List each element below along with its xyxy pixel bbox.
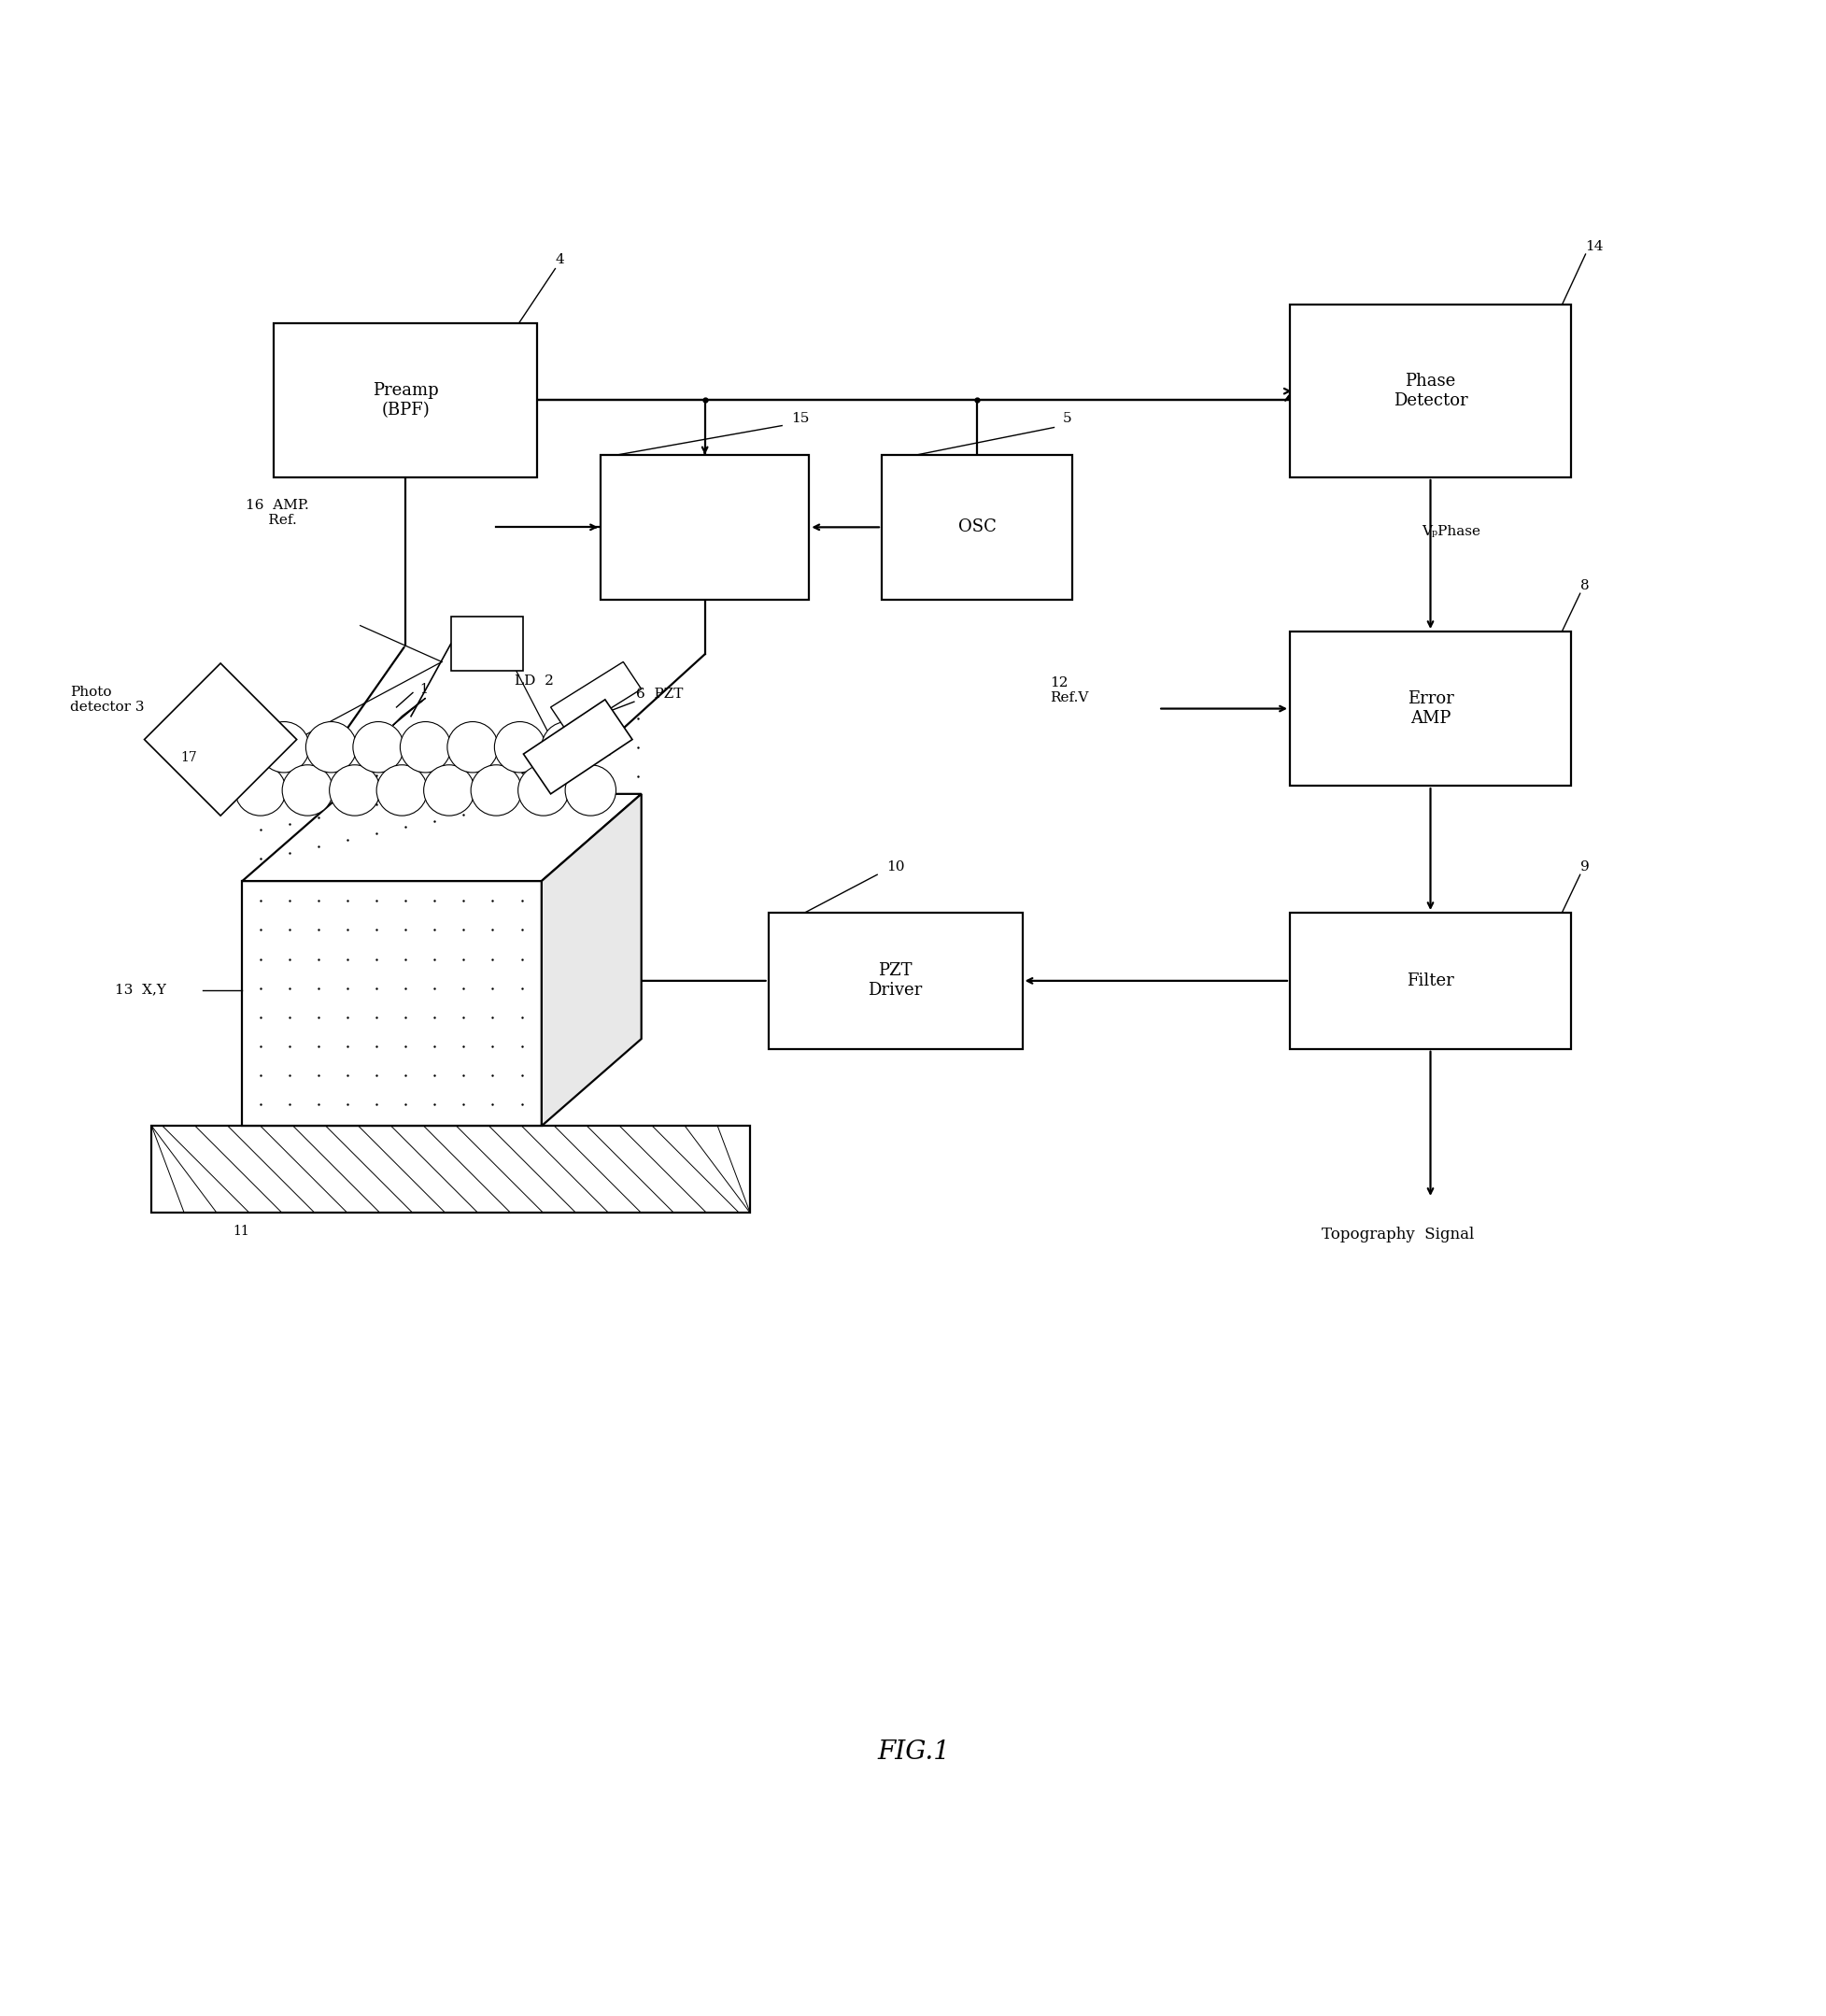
Bar [1289,304,1570,478]
Text: Preamp
(BPF): Preamp (BPF) [373,383,438,419]
Circle shape [281,764,332,816]
Text: 14: 14 [1585,240,1603,254]
Circle shape [471,764,522,816]
Bar [274,323,537,478]
Circle shape [519,764,568,816]
Text: Error
AMP: Error AMP [1406,691,1453,726]
Polygon shape [243,794,641,881]
Circle shape [376,764,427,816]
Text: Filter: Filter [1406,972,1453,990]
Bar [769,913,1023,1048]
Polygon shape [540,794,641,1125]
Text: 15: 15 [791,411,809,425]
Text: FIG.1: FIG.1 [876,1740,950,1764]
Text: 11: 11 [234,1224,250,1238]
Polygon shape [393,698,425,726]
Text: 16  AMP.
     Ref.: 16 AMP. Ref. [247,498,309,526]
Circle shape [259,722,309,772]
Polygon shape [152,1125,750,1214]
Bar [1289,631,1570,786]
Bar [601,456,809,601]
Text: 8: 8 [1579,581,1589,593]
Circle shape [400,722,451,772]
Text: LD  2: LD 2 [515,675,553,687]
Text: Photo
detector 3: Photo detector 3 [69,685,144,714]
Text: 12
Ref.V: 12 Ref.V [1048,677,1088,706]
Bar [882,456,1072,601]
Circle shape [352,722,404,772]
Text: 17: 17 [181,752,197,764]
Text: 10: 10 [886,861,904,873]
Polygon shape [550,661,641,734]
Text: 1: 1 [420,683,427,696]
Polygon shape [144,663,296,816]
Text: 13  X,Y: 13 X,Y [115,984,166,996]
Circle shape [236,764,285,816]
Text: Phase
Detector: Phase Detector [1393,373,1466,409]
Polygon shape [451,617,524,671]
Circle shape [564,764,615,816]
Polygon shape [243,881,540,1125]
Polygon shape [524,700,632,794]
Circle shape [424,764,475,816]
Text: 6  PZT: 6 PZT [635,687,683,702]
Text: 4: 4 [555,254,564,266]
Circle shape [540,722,592,772]
Circle shape [447,722,498,772]
Text: 9: 9 [1579,861,1589,873]
Text: PZT
Driver: PZT Driver [867,964,922,998]
Circle shape [329,764,380,816]
Circle shape [305,722,356,772]
Text: VₚPhase: VₚPhase [1421,526,1479,538]
Text: OSC: OSC [957,518,995,536]
Text: Topography  Signal: Topography Signal [1320,1228,1474,1242]
Text: 5: 5 [1063,411,1072,425]
Bar [1289,913,1570,1048]
Circle shape [495,722,544,772]
